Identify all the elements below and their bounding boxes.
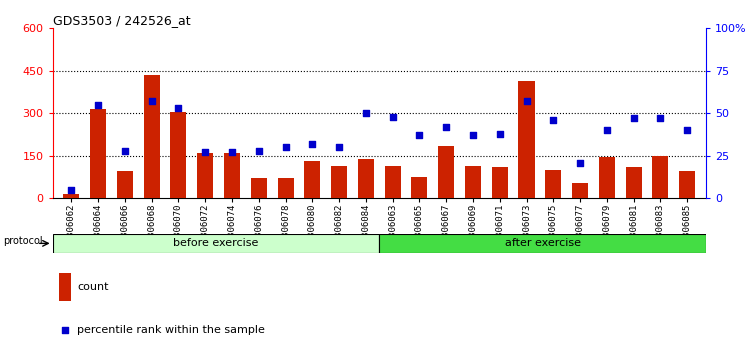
Point <box>601 127 613 133</box>
Point <box>333 144 345 150</box>
Point <box>440 124 452 130</box>
Bar <box>545 170 561 198</box>
Point <box>681 127 693 133</box>
Bar <box>143 75 160 198</box>
Bar <box>63 194 80 198</box>
Bar <box>198 153 213 198</box>
Text: protocol: protocol <box>3 236 42 246</box>
Bar <box>679 171 695 198</box>
Bar <box>626 167 641 198</box>
Point <box>520 98 532 104</box>
Point <box>654 115 666 121</box>
Bar <box>412 177 427 198</box>
Text: count: count <box>77 282 109 292</box>
Point <box>306 141 318 147</box>
Point <box>119 148 131 154</box>
Point <box>65 187 77 193</box>
Point <box>387 114 399 120</box>
Bar <box>117 171 133 198</box>
Text: GDS3503 / 242526_at: GDS3503 / 242526_at <box>53 14 190 27</box>
Point <box>146 98 158 104</box>
Point <box>226 149 238 155</box>
Bar <box>379 234 706 253</box>
Bar <box>599 157 615 198</box>
Point <box>467 132 479 138</box>
Bar <box>53 234 379 253</box>
Bar <box>331 166 347 198</box>
Bar <box>251 178 267 198</box>
Bar <box>518 81 535 198</box>
Point <box>628 115 640 121</box>
Point <box>574 160 586 165</box>
Bar <box>385 166 401 198</box>
Text: before exercise: before exercise <box>173 238 258 249</box>
Point <box>279 144 291 150</box>
Bar <box>224 154 240 198</box>
Point <box>360 110 372 116</box>
Bar <box>653 156 668 198</box>
Point <box>59 327 71 333</box>
Point <box>493 131 505 137</box>
Bar <box>170 112 186 198</box>
Bar <box>492 167 508 198</box>
Bar <box>357 159 374 198</box>
Point <box>413 132 425 138</box>
Bar <box>572 183 588 198</box>
Point <box>173 105 185 111</box>
Bar <box>278 178 294 198</box>
Bar <box>304 161 321 198</box>
Bar <box>59 273 71 301</box>
Text: percentile rank within the sample: percentile rank within the sample <box>77 325 265 335</box>
Point <box>547 117 559 123</box>
Point <box>199 149 211 155</box>
Bar <box>90 109 106 198</box>
Point <box>92 102 104 108</box>
Bar <box>465 166 481 198</box>
Bar <box>438 146 454 198</box>
Point <box>253 148 265 154</box>
Text: after exercise: after exercise <box>505 238 581 249</box>
